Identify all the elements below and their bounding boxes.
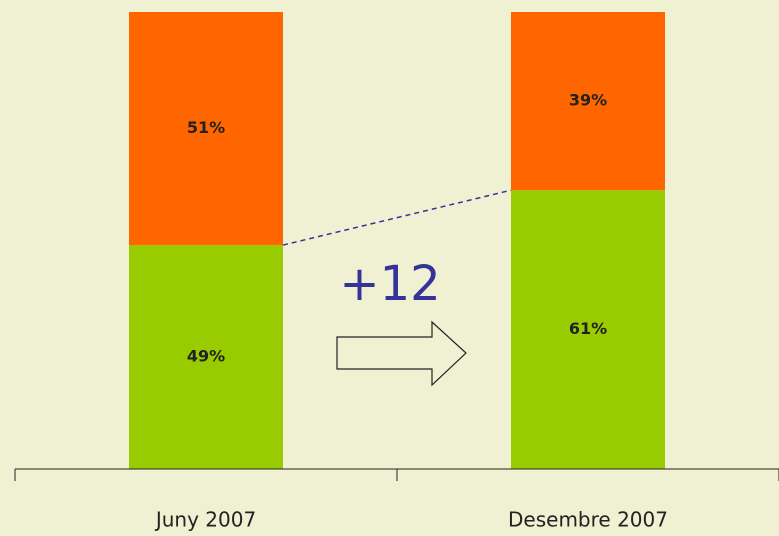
x-tick-label: Desembre 2007 xyxy=(508,508,668,532)
bar-segment xyxy=(511,190,665,470)
arrow xyxy=(336,320,467,387)
annotation: +12 xyxy=(339,256,440,312)
value-label: 49% xyxy=(187,347,225,366)
value-label: 39% xyxy=(569,91,607,110)
bar-segment xyxy=(129,245,283,469)
connector xyxy=(282,189,512,246)
value-label: 51% xyxy=(187,118,225,137)
bar-segment xyxy=(129,12,283,246)
x-tick-label: Juny 2007 xyxy=(154,508,256,532)
value-label: 61% xyxy=(569,319,607,338)
bar-segment xyxy=(511,12,665,191)
